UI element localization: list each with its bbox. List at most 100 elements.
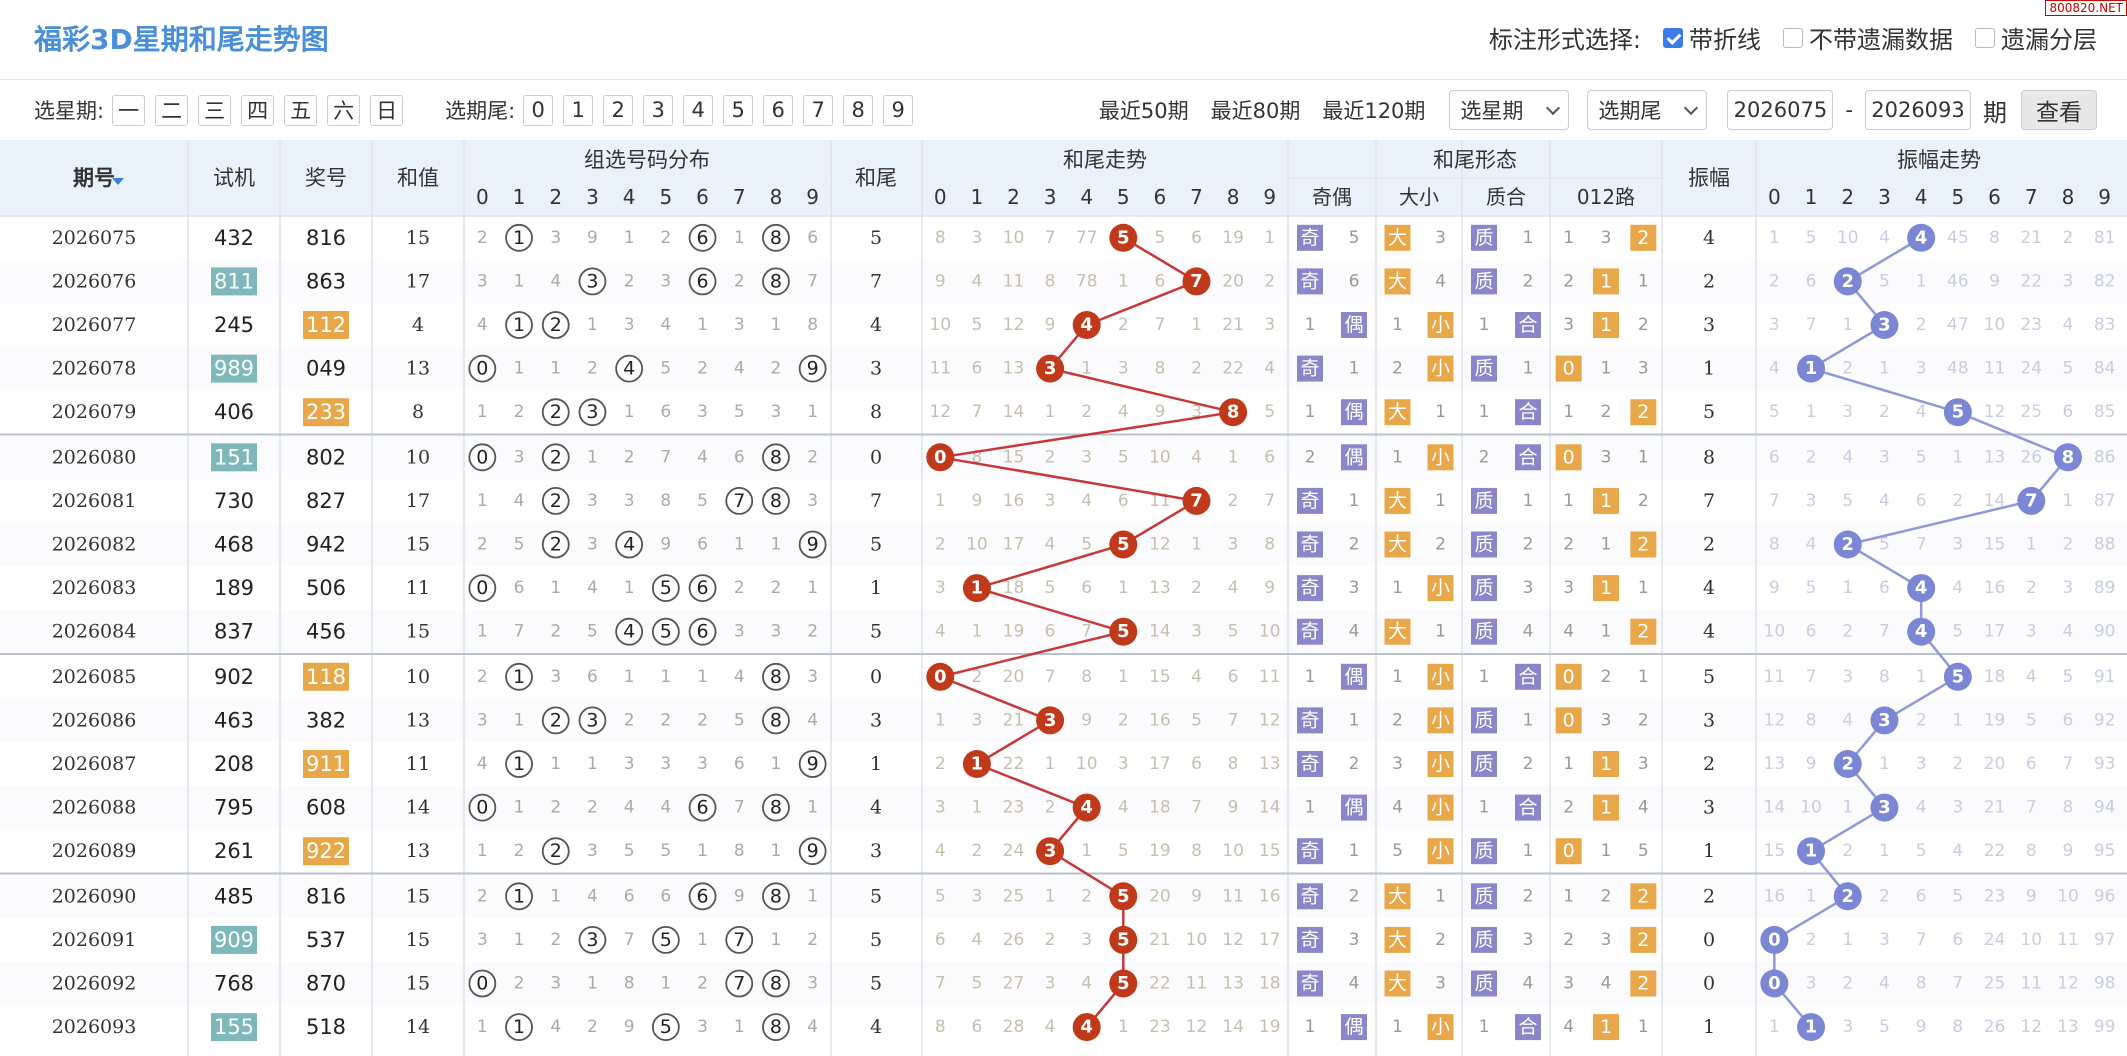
tail-omission: 1: [1081, 841, 1092, 861]
dist-omission: 2: [734, 578, 745, 598]
amp-omission: 3: [1842, 667, 1853, 687]
amp-omission: 15: [1764, 841, 1786, 861]
tail-omission: 6: [1191, 754, 1202, 774]
tail-omission: 16: [1259, 886, 1281, 906]
tail-omission: 3: [1045, 491, 1056, 511]
amp-ball-number: 0: [1768, 973, 1781, 994]
tail-omission: 9: [1228, 798, 1239, 818]
amp-omission: 2: [1916, 710, 1927, 730]
weekday-button[interactable]: 日: [370, 94, 404, 126]
weekday-button[interactable]: 六: [327, 94, 361, 126]
checkbox-icon[interactable]: [1663, 27, 1683, 48]
tail-omission: 8: [935, 1017, 946, 1037]
amp-omission: 1: [1769, 1017, 1780, 1037]
tail-omission: 11: [1003, 271, 1025, 291]
amp-ball: [1870, 706, 1899, 735]
dist-omission: 9: [624, 1017, 635, 1037]
checkbox-icon[interactable]: [1975, 27, 1995, 48]
dist-hit: 8: [770, 885, 782, 907]
form-hit: 偶: [1344, 797, 1363, 819]
checkbox-icon[interactable]: [1783, 27, 1803, 48]
tail-ball: [926, 443, 955, 472]
tail-omission: 20: [1003, 667, 1025, 687]
digit-header: 7: [1190, 185, 1203, 209]
recent-50-link[interactable]: 最近50期: [1098, 99, 1189, 123]
tail-button[interactable]: 5: [723, 94, 754, 126]
option-polyline[interactable]: 带折线: [1663, 20, 1761, 55]
dist-omission: 6: [697, 535, 708, 555]
recent-120-link[interactable]: 最近120期: [1322, 99, 1426, 123]
road-omission: 1: [1601, 622, 1612, 642]
to-issue-input[interactable]: 2026093: [1865, 90, 1971, 130]
road-omission: 1: [1638, 1017, 1649, 1037]
recent-80-link[interactable]: 最近80期: [1210, 99, 1301, 123]
amp-omission: 24: [2020, 359, 2042, 379]
page-title: 福彩3D星期和尾走势图: [34, 23, 329, 56]
tail-ball: [1182, 267, 1211, 296]
tail-button[interactable]: 7: [803, 94, 834, 126]
road-hit: 2: [1637, 227, 1649, 249]
dist-hit: 1: [513, 314, 525, 336]
form-badge: [1427, 663, 1454, 690]
amp-omission: 1: [1842, 798, 1853, 818]
amp-omission: 5: [1916, 841, 1927, 861]
form-badge: [1384, 531, 1411, 558]
form-hit: 合: [1518, 797, 1537, 819]
tail-omission: 1: [1191, 315, 1202, 335]
dist-omission: 4: [550, 1017, 561, 1037]
query-button[interactable]: 查看: [2021, 90, 2097, 130]
tail-ball-number: 5: [1117, 929, 1130, 950]
amp-omission: 1: [1952, 447, 1963, 467]
tail-omission: 8: [1154, 359, 1165, 379]
form-hit: 合: [1518, 314, 1537, 336]
tail-omission: 2: [1045, 798, 1056, 818]
tail-button[interactable]: 4: [683, 94, 714, 126]
amp-omission: 2: [1879, 402, 1890, 422]
option-omission-layer[interactable]: 遗漏分层: [1975, 20, 2097, 55]
tail-button[interactable]: 1: [563, 94, 594, 126]
from-issue-input[interactable]: 2026075: [1727, 90, 1834, 130]
tail-button[interactable]: 0: [523, 94, 554, 126]
circled-digit: [505, 750, 533, 778]
weekday-button[interactable]: 四: [241, 94, 275, 126]
form-badge: [1471, 531, 1497, 558]
digit-header: 4: [1915, 185, 1928, 209]
form-omission: 1: [1435, 491, 1446, 511]
tail-button[interactable]: 8: [843, 94, 874, 126]
tail-button[interactable]: 3: [643, 94, 674, 126]
weekday-button[interactable]: 五: [284, 94, 318, 126]
tail-button[interactable]: 9: [883, 94, 914, 126]
weekday-button[interactable]: 三: [198, 94, 232, 126]
dist-omission: 1: [807, 578, 818, 598]
amp-omission: 2: [1769, 271, 1780, 291]
tail-omission: 3: [1191, 402, 1202, 422]
digit-header: 3: [586, 185, 599, 209]
dist-omission: 1: [807, 798, 818, 818]
chevron-down-icon: [1684, 100, 1699, 115]
amp-omission: 17: [1984, 622, 2006, 642]
weekday-button[interactable]: 一: [112, 94, 146, 126]
form-badge: [1297, 707, 1323, 734]
trial-number: 768: [214, 972, 254, 996]
form-badge: [1515, 312, 1541, 338]
dist-omission: 2: [697, 359, 708, 379]
road-badge: [1593, 751, 1619, 777]
dist-hit: 0: [476, 358, 488, 380]
road-omission: 2: [1563, 930, 1574, 950]
road-omission: 3: [1601, 228, 1612, 248]
weekday-button[interactable]: 二: [155, 94, 189, 126]
option-no-omission[interactable]: 不带遗漏数据: [1783, 20, 1953, 55]
amp-ball-number: 4: [1915, 578, 1928, 599]
form-hit: 小: [1431, 709, 1450, 731]
select-tail-dropdown[interactable]: 选期尾: [1587, 90, 1708, 130]
select-weekday-dropdown[interactable]: 选星期: [1449, 90, 1570, 130]
form-badge: [1471, 355, 1497, 382]
circled-digit: [762, 1013, 790, 1041]
form-hit: 质: [1474, 929, 1493, 951]
tail-omission: 17: [1149, 754, 1171, 774]
amp-ball: [2017, 486, 2046, 515]
tail-button[interactable]: 6: [763, 94, 794, 126]
form-omission: 1: [1523, 710, 1534, 730]
tail-omission: 21: [1003, 710, 1025, 730]
tail-button[interactable]: 2: [603, 94, 634, 126]
